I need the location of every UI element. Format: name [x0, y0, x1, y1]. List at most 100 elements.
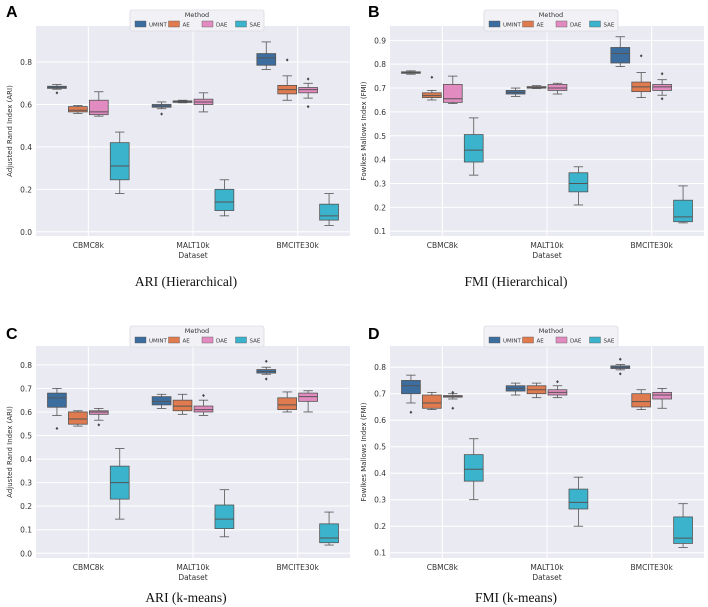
box-ae [422, 391, 442, 410]
outlier-point [306, 77, 310, 81]
boxplot-chart: 0.0 0.2 0.4 0.6 0.8 Adjusted Rand Index (ARI)… [6, 9, 350, 260]
box-body [422, 394, 442, 409]
outlier-point [55, 91, 59, 95]
box-sae [319, 193, 339, 226]
x-tick-label: CBMC8k [73, 563, 105, 572]
y-tick-label: 0.1 [374, 227, 386, 236]
box-dae [547, 82, 568, 95]
legend-swatch [589, 336, 601, 344]
box-dae [652, 388, 672, 409]
panel-label: D [368, 326, 380, 343]
box-dae [442, 75, 463, 104]
x-tick-label: BMCITE30k [277, 241, 320, 250]
legend-swatch [235, 20, 247, 28]
outlier-point [306, 105, 310, 109]
box-ae [68, 410, 88, 427]
box-sae [109, 448, 130, 520]
box-body [151, 396, 172, 406]
box-body [442, 84, 463, 103]
x-tick-label: MALT10k [176, 563, 210, 572]
x-axis-label: Dataset [532, 251, 561, 260]
box-ae [526, 382, 547, 399]
legend-swatch [555, 20, 568, 28]
y-tick-label: 0.4 [374, 469, 386, 478]
legend-swatch [134, 20, 147, 28]
box-dae [298, 77, 318, 109]
box-ae [631, 389, 652, 410]
legend-title: Method [185, 11, 209, 19]
box-umint [256, 359, 277, 381]
box-body [673, 199, 693, 223]
x-tick-label: MALT10k [176, 241, 210, 250]
box-body [298, 87, 318, 94]
legend-swatch [235, 336, 247, 344]
box-body [652, 391, 672, 400]
box-sae [568, 476, 589, 527]
boxplot-chart: 0.1 0.2 0.3 0.4 0.5 0.6 0.7 0.8 0.9 Fowlkes Mallo… [360, 9, 704, 260]
box-body [214, 188, 235, 211]
box-sae [214, 489, 235, 538]
y-tick-label: 0.6 [20, 100, 32, 109]
outlier-point [451, 406, 455, 410]
legend-box [483, 325, 619, 348]
box-body [319, 203, 339, 221]
box-body [109, 142, 130, 181]
x-tick-label: CBMC8k [73, 241, 105, 250]
legend-swatch [555, 336, 568, 344]
box-sae [673, 185, 693, 224]
y-tick-label: 0.3 [374, 180, 386, 189]
box-sae [673, 503, 693, 548]
legend-title: Method [185, 327, 209, 335]
y-tick-label: 0.4 [374, 156, 386, 165]
chart-panel-a: A 0.0 0.2 0.4 0.6 0.8 Adjusted Rand Index (AR… [0, 0, 354, 300]
legend-swatch [488, 20, 501, 28]
legend: Method UMINT AE DAE SAE [483, 9, 619, 32]
panel-label: B [368, 4, 380, 21]
y-tick-label: 0.3 [20, 479, 32, 488]
y-tick-label: 0.7 [374, 390, 386, 399]
legend-label: DAE [570, 23, 582, 29]
box-body [193, 405, 214, 413]
x-axis-label: Dataset [532, 573, 561, 582]
box-body [568, 488, 589, 510]
x-tick-label: CBMC8k [427, 241, 459, 250]
box-ae [172, 393, 193, 415]
legend-swatch [488, 336, 501, 344]
y-tick-label: 0.5 [374, 443, 386, 452]
box-body [88, 410, 109, 415]
box-ae [277, 58, 298, 101]
y-tick-label: 0.6 [20, 408, 32, 417]
box-body [172, 399, 193, 412]
box-body [277, 397, 298, 410]
box-body [673, 516, 693, 544]
legend-label: UMINT [149, 23, 168, 29]
legend-label: DAE [216, 339, 228, 345]
box-dae [193, 92, 214, 113]
box-body [463, 134, 484, 163]
box-umint [505, 382, 526, 396]
box-sae [214, 179, 235, 217]
y-tick-label: 0.8 [20, 361, 32, 370]
y-axis-label: Adjusted Rand Index (ARI) [6, 85, 14, 177]
chart-panel-b: B 0.1 0.2 0.3 0.4 0.5 0.6 0.7 0.8 0.9 Fowlkes Mal… [354, 0, 708, 300]
box-body [610, 47, 631, 64]
box-dae [442, 390, 463, 410]
box-body [47, 392, 67, 408]
legend-swatch [134, 336, 147, 344]
box-body [547, 84, 568, 91]
y-tick-label: 0.2 [374, 203, 386, 212]
box-ae [277, 391, 298, 413]
box-ae [526, 85, 547, 89]
x-tick-label: BMCITE30k [277, 563, 320, 572]
y-tick-label: 0.1 [20, 526, 32, 535]
y-tick-label: 0.4 [20, 455, 32, 464]
chart-caption: ARI (k-means) [145, 590, 227, 605]
box-sae [463, 438, 484, 501]
box-dae [193, 393, 214, 416]
outlier-point [430, 75, 434, 79]
box-umint [401, 70, 421, 75]
legend-label: AE [537, 339, 545, 345]
box-umint [401, 374, 421, 414]
box-umint [151, 101, 172, 116]
chart-caption: FMI (Hierarchical) [464, 274, 568, 289]
